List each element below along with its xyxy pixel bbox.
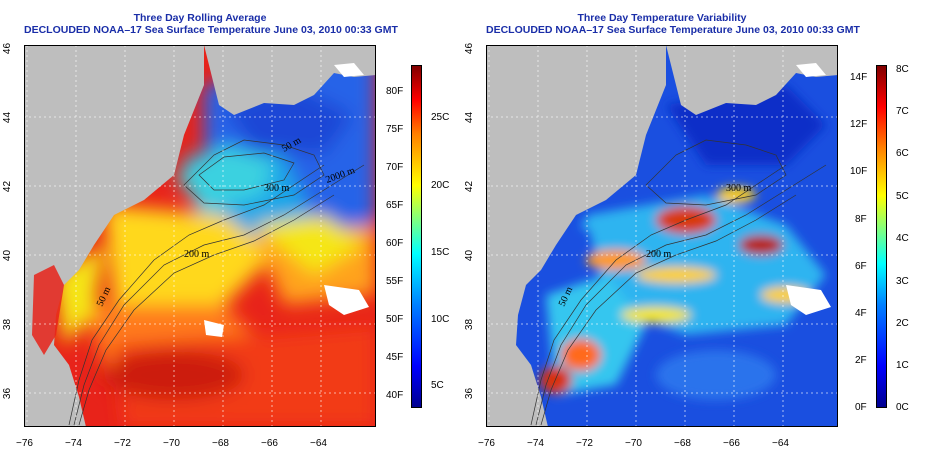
right-cbar-f-label: 0F bbox=[855, 402, 867, 413]
left-sst-map: 50 m 200 m 300 m 2000 m 50 m bbox=[24, 45, 376, 427]
left-title-line2: DECLOUDED NOAA–17 Sea Surface Temperatur… bbox=[24, 24, 398, 36]
right-cbar-c-label: 4C bbox=[896, 233, 909, 244]
right-x-tick: −74 bbox=[527, 438, 544, 449]
right-contour-label: 300 m bbox=[726, 183, 752, 194]
right-x-tick: −68 bbox=[674, 438, 691, 449]
left-cbar-c-label: 10C bbox=[431, 314, 450, 325]
right-variability-map: 50 m 200 m 300 m bbox=[486, 45, 838, 427]
left-cbar-c-label: 15C bbox=[431, 247, 450, 258]
right-x-tick: −72 bbox=[576, 438, 593, 449]
right-cbar-f-label: 6F bbox=[855, 261, 867, 272]
right-cbar-f-label: 4F bbox=[855, 308, 867, 319]
left-cbar-f-label: 60F bbox=[386, 238, 404, 249]
right-y-tick: 40 bbox=[464, 249, 476, 262]
right-cbar-c-label: 8C bbox=[896, 64, 909, 75]
left-colorbar bbox=[411, 65, 422, 408]
left-x-tick: −76 bbox=[16, 438, 33, 449]
right-cbar-f-label: 8F bbox=[855, 214, 867, 225]
left-y-tick: 44 bbox=[2, 111, 14, 124]
right-x-tick: −70 bbox=[625, 438, 642, 449]
left-cbar-f-label: 70F bbox=[386, 162, 404, 173]
left-y-tick: 42 bbox=[2, 180, 14, 193]
right-x-tick: −66 bbox=[723, 438, 740, 449]
left-contour-label: 300 m bbox=[264, 183, 290, 194]
left-cbar-f-label: 40F bbox=[386, 390, 404, 401]
right-cbar-f-label: 2F bbox=[855, 355, 867, 366]
right-title-line1: Three Day Temperature Variability bbox=[577, 12, 747, 24]
right-cbar-c-label: 0C bbox=[896, 402, 909, 413]
left-x-tick: −72 bbox=[114, 438, 131, 449]
left-x-tick: −74 bbox=[65, 438, 82, 449]
right-cbar-c-label: 2C bbox=[896, 318, 909, 329]
left-contour-label: 200 m bbox=[184, 249, 210, 260]
right-cbar-c-label: 5C bbox=[896, 191, 909, 202]
left-cbar-f-label: 75F bbox=[386, 124, 404, 135]
left-x-tick: −66 bbox=[261, 438, 278, 449]
right-cbar-c-label: 1C bbox=[896, 360, 909, 371]
left-cbar-f-label: 80F bbox=[386, 86, 404, 97]
left-cbar-f-label: 65F bbox=[386, 200, 404, 211]
left-x-tick: −64 bbox=[310, 438, 327, 449]
left-cbar-c-label: 20C bbox=[431, 180, 450, 191]
right-title-line2: DECLOUDED NOAA–17 Sea Surface Temperatur… bbox=[486, 24, 860, 36]
left-x-tick: −68 bbox=[212, 438, 229, 449]
left-y-tick: 36 bbox=[2, 387, 14, 400]
right-x-tick: −76 bbox=[478, 438, 495, 449]
left-y-tick: 46 bbox=[2, 42, 14, 55]
right-contour-label: 200 m bbox=[646, 249, 672, 260]
right-cbar-c-label: 6C bbox=[896, 148, 909, 159]
right-y-tick: 46 bbox=[464, 42, 476, 55]
right-cbar-f-label: 10F bbox=[850, 166, 868, 177]
left-title-line1: Three Day Rolling Average bbox=[133, 12, 267, 24]
right-y-tick: 36 bbox=[464, 387, 476, 400]
left-y-tick: 40 bbox=[2, 249, 14, 262]
left-cbar-f-label: 55F bbox=[386, 276, 404, 287]
left-y-tick: 38 bbox=[2, 318, 14, 331]
left-cbar-c-label: 25C bbox=[431, 112, 450, 123]
right-colorbar bbox=[876, 65, 887, 408]
left-cbar-c-label: 5C bbox=[431, 380, 444, 391]
left-cbar-f-label: 50F bbox=[386, 314, 404, 325]
left-x-tick: −70 bbox=[163, 438, 180, 449]
right-cbar-f-label: 14F bbox=[850, 72, 868, 83]
right-x-tick: −64 bbox=[772, 438, 789, 449]
right-cbar-c-label: 3C bbox=[896, 276, 909, 287]
right-y-tick: 44 bbox=[464, 111, 476, 124]
right-y-tick: 42 bbox=[464, 180, 476, 193]
right-y-tick: 38 bbox=[464, 318, 476, 331]
left-cbar-f-label: 45F bbox=[386, 352, 404, 363]
right-cbar-f-label: 12F bbox=[850, 119, 868, 130]
right-cbar-c-label: 7C bbox=[896, 106, 909, 117]
